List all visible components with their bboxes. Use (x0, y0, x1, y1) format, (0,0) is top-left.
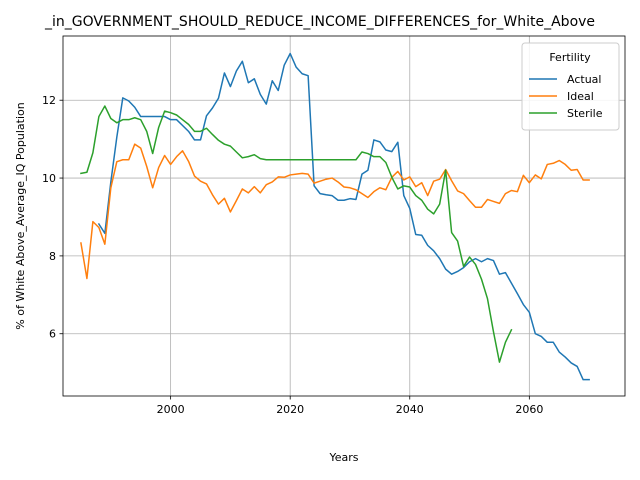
y-tick-label: 12 (42, 94, 56, 107)
x-tick-label: 2060 (515, 403, 543, 416)
series-layer (80, 52, 590, 381)
y-tick-label: 6 (49, 328, 56, 341)
x-tick-label: 2040 (396, 403, 424, 416)
legend-label-ideal: Ideal (567, 90, 594, 103)
plot-frame (62, 35, 626, 397)
y-axis-label: % of White Above_Average_IQ Population (14, 102, 27, 329)
y-tick-label: 10 (42, 172, 56, 185)
x-axis: 2000 2020 2040 2060 (157, 396, 543, 416)
legend-entries: Actual Ideal Sterile (529, 73, 603, 120)
x-tick-label: 2000 (157, 403, 185, 416)
y-tick-label: 8 (49, 250, 56, 263)
series-line-sterile (80, 105, 513, 363)
x-axis-label: Years (328, 451, 358, 464)
y-axis: 6 8 10 12 (42, 94, 63, 341)
legend-label-actual: Actual (567, 73, 601, 86)
legend-label-sterile: Sterile (567, 107, 603, 120)
series-line-ideal (80, 143, 590, 280)
legend-box (521, 42, 620, 131)
series-line-actual (97, 52, 590, 381)
x-tick-label: 2020 (276, 403, 304, 416)
legend-title: Fertility (549, 51, 591, 64)
legend: Fertility Actual Ideal Sterile (521, 42, 620, 131)
chart-title: _in_GOVERNMENT_SHOULD_REDUCE_INCOME_DIFF… (44, 14, 595, 30)
